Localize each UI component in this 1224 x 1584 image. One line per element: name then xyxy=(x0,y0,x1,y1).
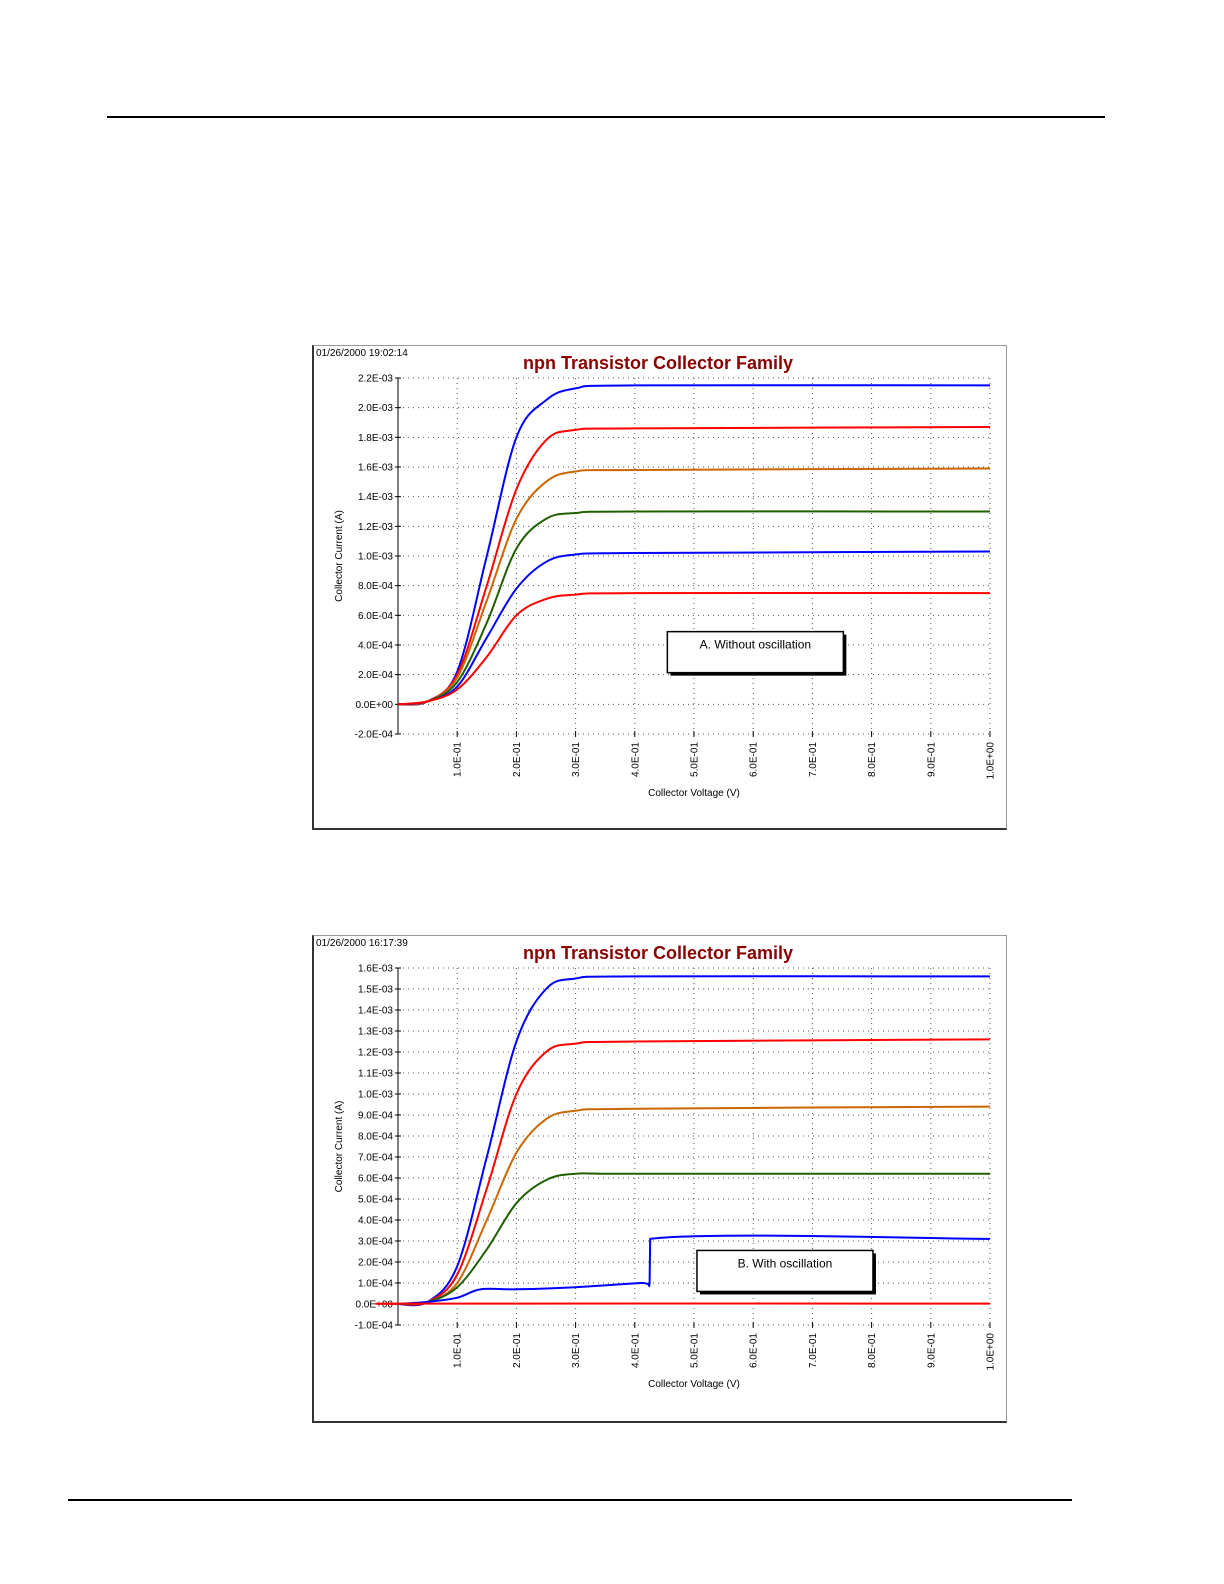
x-tick-label: 5.0E-01 xyxy=(690,1333,701,1368)
bottom-rule xyxy=(68,1499,1072,1501)
series-line-3 xyxy=(397,467,991,706)
y-tick-label: 1.0E-04 xyxy=(358,1279,393,1290)
series-line-5 xyxy=(397,1234,991,1305)
chart-title: npn Transistor Collector Family xyxy=(523,943,793,963)
y-tick-label: 1.2E-03 xyxy=(358,1048,393,1059)
series-line-1 xyxy=(397,975,991,1307)
y-tick-label: 5.0E-04 xyxy=(358,1195,393,1206)
y-tick-label: 1.1E-03 xyxy=(358,1069,393,1080)
timestamp: 01/26/2000 19:02:14 xyxy=(316,348,408,359)
x-tick-label: 5.0E-01 xyxy=(690,742,701,777)
x-tick-label: 6.0E-01 xyxy=(749,742,760,777)
y-tick-label: 6.0E-04 xyxy=(358,611,393,622)
y-tick-label: 1.6E-03 xyxy=(358,964,393,975)
annotation-box xyxy=(696,1249,874,1293)
x-axis-label: Collector Voltage (V) xyxy=(648,788,740,799)
y-tick-label: 2.0E-03 xyxy=(358,403,393,414)
series-line-5 xyxy=(397,550,991,706)
y-tick-label: 4.0E-04 xyxy=(358,641,393,652)
y-tick-label: 1.2E-03 xyxy=(358,522,393,533)
y-tick-label: 9.0E-04 xyxy=(358,1111,393,1122)
y-tick-label: 1.3E-03 xyxy=(358,1027,393,1038)
series-line-6 xyxy=(397,591,991,706)
x-tick-label: 2.0E-01 xyxy=(512,742,523,777)
series-line-2 xyxy=(397,1038,991,1306)
y-tick-label: 6.0E-04 xyxy=(358,1174,393,1185)
x-tick-label: 3.0E-01 xyxy=(571,1333,582,1368)
y-tick-label: 2.0E-04 xyxy=(358,670,393,681)
x-tick-label: 6.0E-01 xyxy=(749,1333,760,1368)
y-tick-label: 1.8E-03 xyxy=(358,433,393,444)
y-tick-label: 8.0E-04 xyxy=(358,1132,393,1143)
chart-svg: 01/26/2000 19:02:14 npn Transistor Collec… xyxy=(316,348,997,799)
annotation-text: B. With oscillation xyxy=(738,1256,833,1270)
x-tick-label: 1.0E+00 xyxy=(986,1333,997,1371)
y-tick-label: 1.4E-03 xyxy=(358,1006,393,1017)
x-axis-label: Collector Voltage (V) xyxy=(648,1379,740,1390)
x-tick-label: 7.0E-01 xyxy=(808,1333,819,1368)
x-tick-label: 9.0E-01 xyxy=(926,742,937,777)
y-tick-label: 8.0E-04 xyxy=(358,581,393,592)
y-tick-label: 1.0E-03 xyxy=(358,1090,393,1101)
x-tick-label: 3.0E-01 xyxy=(571,742,582,777)
y-tick-label: -1.0E-04 xyxy=(355,1321,394,1332)
top-rule xyxy=(107,116,1105,118)
x-tick-label: 1.0E-01 xyxy=(453,742,464,777)
series-line-4 xyxy=(397,510,991,706)
y-tick-label: 1.4E-03 xyxy=(358,492,393,503)
y-tick-label: -2.0E-04 xyxy=(355,730,394,741)
chart-svg: 01/26/2000 16:17:39 npn Transistor Collec… xyxy=(316,938,997,1390)
x-tick-label: 8.0E-01 xyxy=(867,742,878,777)
y-tick-label: 1.5E-03 xyxy=(358,985,393,996)
chart-title: npn Transistor Collector Family xyxy=(523,353,793,373)
chart-b-with-oscillation: 01/26/2000 16:17:39 npn Transistor Collec… xyxy=(312,935,1007,1423)
x-tick-label: 8.0E-01 xyxy=(867,1333,878,1368)
y-tick-label: 1.0E-03 xyxy=(358,552,393,563)
x-tick-label: 4.0E-01 xyxy=(630,742,641,777)
y-axis-label: Collector Current (A) xyxy=(334,510,345,602)
y-tick-label: 3.0E-04 xyxy=(358,1237,393,1248)
annotation-text: A. Without oscillation xyxy=(700,638,811,652)
annotation-box xyxy=(666,630,845,674)
x-tick-label: 4.0E-01 xyxy=(630,1333,641,1368)
y-tick-label: 7.0E-04 xyxy=(358,1153,393,1164)
y-tick-label: 2.2E-03 xyxy=(358,374,393,385)
x-tick-label: 1.0E-01 xyxy=(453,1333,464,1368)
y-axis-label: Collector Current (A) xyxy=(334,1101,345,1193)
x-tick-label: 7.0E-01 xyxy=(808,742,819,777)
series-line-4 xyxy=(397,1172,990,1305)
x-tick-label: 1.0E+00 xyxy=(986,742,997,780)
y-tick-label: 4.0E-04 xyxy=(358,1216,393,1227)
y-tick-label: 0.0E+00 xyxy=(355,1300,393,1311)
timestamp: 01/26/2000 16:17:39 xyxy=(316,938,408,949)
y-tick-label: 0.0E+00 xyxy=(355,700,393,711)
y-tick-label: 1.6E-03 xyxy=(358,463,393,474)
x-tick-label: 2.0E-01 xyxy=(512,1333,523,1368)
y-tick-label: 2.0E-04 xyxy=(358,1258,393,1269)
x-tick-label: 9.0E-01 xyxy=(926,1333,937,1368)
chart-a-without-oscillation: 01/26/2000 19:02:14 npn Transistor Collec… xyxy=(312,345,1007,830)
